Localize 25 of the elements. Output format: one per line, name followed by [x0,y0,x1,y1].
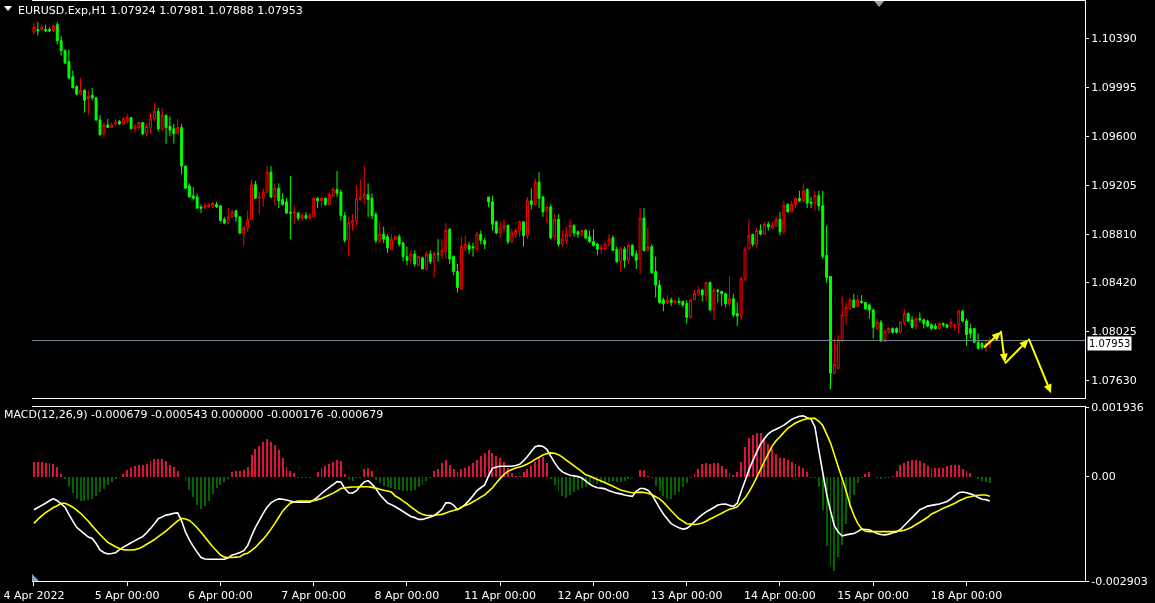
y-tick-label: -0.002903 [1091,574,1148,588]
ref-line-label: 1.07953 [1089,338,1131,349]
y-tick-label: 1.09600 [1091,130,1137,144]
y-tick-label: 1.07630 [1091,374,1137,388]
y-tick-label: 1.10390 [1091,32,1137,46]
y-tick-label: 1.09995 [1091,81,1137,95]
x-tick-label: 4 Apr 2022 [3,589,65,603]
y-tick-label: 0.00 [1091,470,1116,484]
y-tick-label: 1.08810 [1091,228,1137,242]
x-tick-label: 18 Apr 00:00 [930,589,1003,603]
y-tick-label: 0.001936 [1091,400,1144,414]
x-tick-label: 15 Apr 00:00 [837,589,910,603]
x-tick-label: 11 Apr 00:00 [464,589,537,603]
chart-title: EURUSD.Exp,H1 1.07924 1.07981 1.07888 1.07953 [18,3,303,17]
x-tick-label: 12 Apr 00:00 [557,589,630,603]
y-tick-label: 1.09205 [1091,179,1137,193]
y-tick-label: 1.08420 [1091,276,1137,290]
x-tick-label: 6 Apr 00:00 [188,589,253,603]
chart-title: MACD(12,26,9) -0.000679 -0.000543 0.000000 -0.000176 -0.000679 [4,407,384,421]
x-tick-label: 14 Apr 00:00 [744,589,816,603]
x-tick-label: 7 Apr 00:00 [281,589,347,603]
x-tick-label: 5 Apr 00:00 [94,589,160,603]
x-tick-label: 13 Apr 00:00 [650,589,723,603]
y-tick-label: 1.08025 [1091,325,1137,339]
x-tick-label: 8 Apr 00:00 [374,589,440,603]
